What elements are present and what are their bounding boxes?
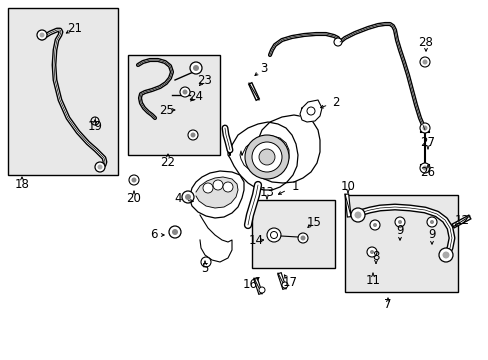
Circle shape xyxy=(259,149,274,165)
Text: 27: 27 xyxy=(420,135,435,148)
Text: 28: 28 xyxy=(418,36,432,49)
Bar xyxy=(8,8,118,175)
Text: 17: 17 xyxy=(282,275,297,288)
Text: 20: 20 xyxy=(126,192,141,204)
Circle shape xyxy=(182,90,187,94)
Circle shape xyxy=(394,217,404,227)
Circle shape xyxy=(270,231,277,238)
Circle shape xyxy=(266,228,281,242)
Circle shape xyxy=(259,287,264,293)
Circle shape xyxy=(172,229,178,235)
Bar xyxy=(128,55,220,155)
Text: 4: 4 xyxy=(174,193,182,206)
Circle shape xyxy=(213,180,223,190)
Circle shape xyxy=(95,162,105,172)
Text: 2: 2 xyxy=(331,95,339,108)
Circle shape xyxy=(366,247,376,257)
Text: 11: 11 xyxy=(365,274,380,287)
Polygon shape xyxy=(240,136,288,177)
Circle shape xyxy=(422,166,427,171)
Circle shape xyxy=(422,126,427,130)
Circle shape xyxy=(306,107,314,115)
Circle shape xyxy=(438,248,452,262)
Circle shape xyxy=(97,165,102,170)
Bar xyxy=(251,200,334,268)
Circle shape xyxy=(350,208,364,222)
Circle shape xyxy=(397,220,401,224)
Text: 8: 8 xyxy=(371,249,379,262)
Circle shape xyxy=(184,194,191,200)
Circle shape xyxy=(372,223,376,227)
Circle shape xyxy=(419,57,429,67)
Text: 14: 14 xyxy=(248,234,263,247)
Circle shape xyxy=(422,59,427,64)
Circle shape xyxy=(201,257,210,267)
Text: 9: 9 xyxy=(427,229,435,242)
Circle shape xyxy=(169,226,181,238)
Circle shape xyxy=(131,177,136,183)
Text: 3: 3 xyxy=(260,62,267,75)
Text: 22: 22 xyxy=(160,156,175,168)
Circle shape xyxy=(244,135,288,179)
Text: 1: 1 xyxy=(291,180,298,193)
Text: 16: 16 xyxy=(242,279,257,292)
Circle shape xyxy=(369,220,379,230)
Circle shape xyxy=(354,211,361,219)
Circle shape xyxy=(297,233,307,243)
Text: 24: 24 xyxy=(188,90,203,104)
Bar xyxy=(345,195,457,292)
Circle shape xyxy=(203,183,213,193)
Text: 7: 7 xyxy=(384,298,391,311)
Text: 9: 9 xyxy=(395,224,403,237)
Circle shape xyxy=(129,175,139,185)
Circle shape xyxy=(190,132,195,138)
Circle shape xyxy=(442,252,448,258)
Circle shape xyxy=(40,32,44,37)
Circle shape xyxy=(182,191,194,203)
Polygon shape xyxy=(253,115,319,183)
Circle shape xyxy=(333,38,341,46)
Circle shape xyxy=(419,163,429,173)
Text: 5: 5 xyxy=(201,261,208,274)
Circle shape xyxy=(419,123,429,133)
Text: 10: 10 xyxy=(340,180,355,193)
Circle shape xyxy=(180,87,190,97)
Circle shape xyxy=(187,130,198,140)
Text: 13: 13 xyxy=(259,185,274,198)
Circle shape xyxy=(190,62,202,74)
Circle shape xyxy=(426,217,436,227)
Circle shape xyxy=(300,235,305,240)
Text: 23: 23 xyxy=(197,73,212,86)
Polygon shape xyxy=(196,177,238,208)
Text: 18: 18 xyxy=(15,179,29,192)
Circle shape xyxy=(37,30,47,40)
Text: 15: 15 xyxy=(306,216,321,229)
Circle shape xyxy=(429,220,433,224)
Circle shape xyxy=(282,282,287,288)
Text: 6: 6 xyxy=(150,229,158,242)
Polygon shape xyxy=(200,215,231,262)
Text: 12: 12 xyxy=(453,213,468,226)
Circle shape xyxy=(223,182,232,192)
Circle shape xyxy=(251,142,282,172)
Text: 21: 21 xyxy=(67,22,82,35)
Polygon shape xyxy=(190,171,244,218)
Circle shape xyxy=(193,65,199,71)
Polygon shape xyxy=(227,122,297,190)
Text: 19: 19 xyxy=(87,121,102,134)
Polygon shape xyxy=(299,100,321,122)
Text: 26: 26 xyxy=(420,166,435,179)
Circle shape xyxy=(369,250,373,254)
Text: 25: 25 xyxy=(159,104,174,117)
